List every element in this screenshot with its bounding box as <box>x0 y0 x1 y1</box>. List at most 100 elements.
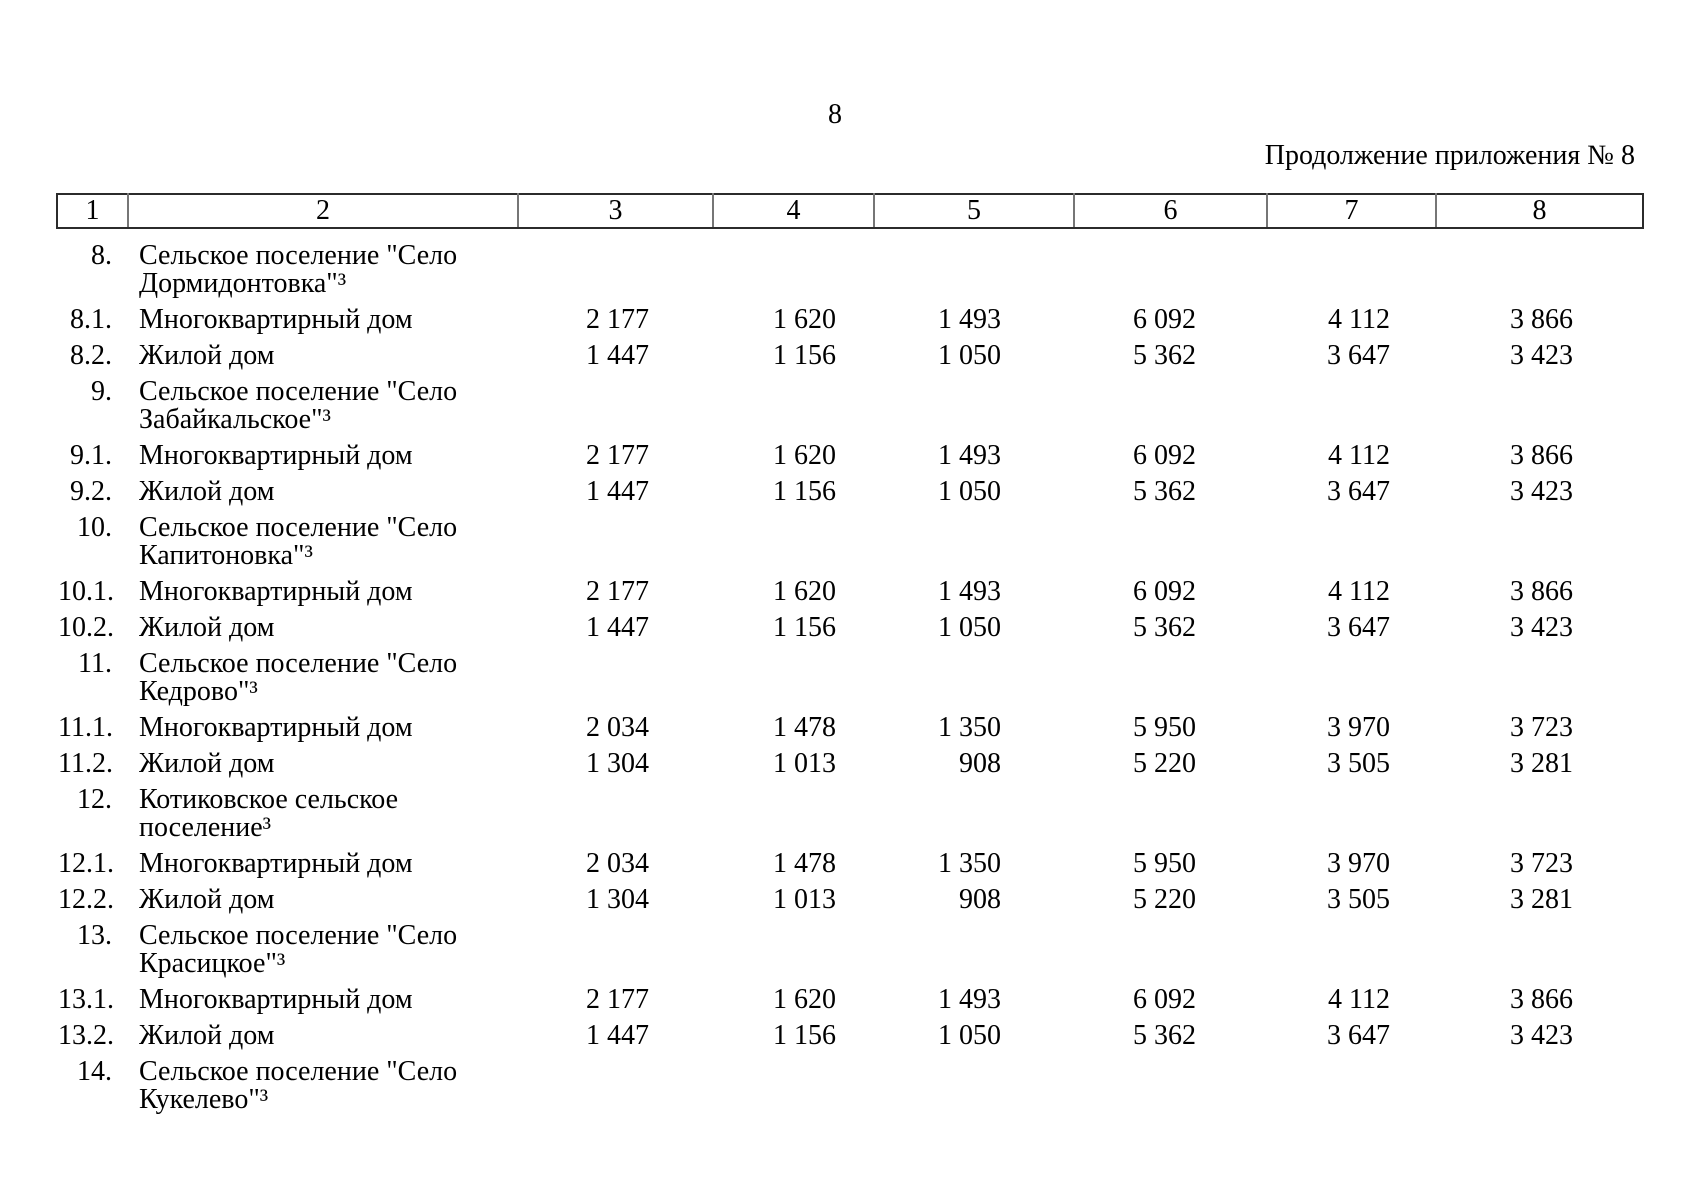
row-number-cell: 11. <box>78 648 112 679</box>
row-number-cell: 11.2. <box>58 748 113 779</box>
settlement-name-cell: Сельское поселение "Село Дормидонтовка"³ <box>139 240 458 299</box>
table-row: 13. Сельское поселение "Село Красицкое"³ <box>57 918 1643 982</box>
settlement-name-cell: Сельское поселение "Село Забайкальское"³ <box>139 376 458 435</box>
value-cell <box>1436 918 1643 982</box>
value-cell <box>518 646 713 710</box>
page-number: 8 <box>828 99 842 130</box>
table-row: 8.1. Многоквартирный дом 2 177 1 620 1 493 6 … <box>57 302 1643 338</box>
row-number-cell: 8. <box>91 240 112 271</box>
value-cell: 1 013 <box>773 748 836 779</box>
value-cell <box>1074 374 1267 438</box>
value-cell: 6 092 <box>1133 984 1196 1015</box>
housing-type-cell: Многоквартирный дом <box>139 304 413 335</box>
settlement-name-cell: Сельское поселение "Село Кедрово"³ <box>139 648 458 707</box>
row-number-cell: 10. <box>77 512 112 543</box>
table-row: 8.2. Жилой дом 1 447 1 156 1 050 5 362 3 647 3 … <box>57 338 1643 374</box>
table-row: 11.1. Многоквартирный дом 2 034 1 478 1 350 5… <box>57 710 1643 746</box>
value-cell: 3 423 <box>1510 340 1573 371</box>
value-cell <box>874 228 1074 302</box>
value-cell: 1 620 <box>773 984 836 1015</box>
value-cell: 1 156 <box>773 340 836 371</box>
housing-type-cell: Жилой дом <box>139 748 275 779</box>
value-cell: 908 <box>959 748 1001 779</box>
value-cell: 908 <box>959 884 1001 915</box>
value-cell: 5 362 <box>1133 476 1196 507</box>
value-cell: 1 493 <box>938 304 1001 335</box>
value-cell: 3 647 <box>1327 476 1390 507</box>
value-cell <box>874 918 1074 982</box>
value-cell <box>713 1054 874 1118</box>
column-header: 7 <box>1266 193 1437 229</box>
value-cell: 1 156 <box>773 476 836 507</box>
value-cell: 3 970 <box>1327 712 1390 743</box>
value-cell <box>1436 646 1643 710</box>
value-cell: 3 723 <box>1510 848 1573 879</box>
value-cell: 4 112 <box>1328 304 1390 335</box>
value-cell <box>518 510 713 574</box>
column-header: 6 <box>1073 193 1268 229</box>
value-cell: 2 177 <box>586 304 649 335</box>
housing-type-cell: Многоквартирный дом <box>139 848 413 879</box>
value-cell: 1 447 <box>586 476 649 507</box>
value-cell: 5 950 <box>1133 848 1196 879</box>
value-cell: 2 034 <box>586 712 649 743</box>
table-row: 8. Сельское поселение "Село Дормидонтовка… <box>57 228 1643 302</box>
value-cell: 1 350 <box>938 848 1001 879</box>
table-row: 9.1. Многоквартирный дом 2 177 1 620 1 493 6 … <box>57 438 1643 474</box>
value-cell: 1 493 <box>938 576 1001 607</box>
value-cell: 6 092 <box>1133 440 1196 471</box>
value-cell <box>874 782 1074 846</box>
column-header: 3 <box>517 193 714 229</box>
value-cell <box>518 374 713 438</box>
value-cell <box>874 374 1074 438</box>
value-cell: 3 866 <box>1510 440 1573 471</box>
value-cell <box>713 228 874 302</box>
value-cell <box>1436 510 1643 574</box>
row-number-cell: 10.2. <box>58 612 114 643</box>
row-number-cell: 9. <box>91 376 112 407</box>
row-number-cell: 10.1. <box>58 576 114 607</box>
value-cell: 1 447 <box>586 340 649 371</box>
table-row: 12. Котиковское сельское поселение³ <box>57 782 1643 846</box>
settlement-name-cell: Сельское поселение "Село Красицкое"³ <box>139 920 458 979</box>
value-cell: 2 177 <box>586 576 649 607</box>
table-row: 14. Сельское поселение "Село Кукелево"³ <box>57 1054 1643 1118</box>
value-cell: 1 478 <box>773 848 836 879</box>
row-number-cell: 13. <box>77 920 112 951</box>
value-cell: 1 050 <box>938 476 1001 507</box>
value-cell <box>1267 782 1436 846</box>
value-cell: 3 281 <box>1510 884 1573 915</box>
value-cell <box>1436 1054 1643 1118</box>
value-cell <box>713 510 874 574</box>
value-cell: 3 866 <box>1510 576 1573 607</box>
value-cell: 1 050 <box>938 1020 1001 1051</box>
value-cell: 5 362 <box>1133 612 1196 643</box>
value-cell <box>1436 374 1643 438</box>
value-cell: 1 013 <box>773 884 836 915</box>
housing-type-cell: Жилой дом <box>139 476 275 507</box>
column-header: 4 <box>712 193 875 229</box>
value-cell: 3 423 <box>1510 612 1573 643</box>
appendix-table: 1 2 3 4 5 6 7 8 8. Сельское поселение "Се… <box>56 193 1644 1118</box>
value-cell: 1 620 <box>773 304 836 335</box>
value-cell <box>1436 228 1643 302</box>
value-cell <box>1267 1054 1436 1118</box>
value-cell: 2 177 <box>586 984 649 1015</box>
table-row: 13.2. Жилой дом 1 447 1 156 1 050 5 362 3 647 3… <box>57 1018 1643 1054</box>
column-header: 1 <box>56 193 129 229</box>
value-cell: 1 304 <box>586 884 649 915</box>
row-number-cell: 13.1. <box>58 984 114 1015</box>
value-cell <box>1267 510 1436 574</box>
value-cell: 1 478 <box>773 712 836 743</box>
table-row: 10.2. Жилой дом 1 447 1 156 1 050 5 362 3 647 3… <box>57 610 1643 646</box>
housing-type-cell: Жилой дом <box>139 612 275 643</box>
housing-type-cell: Жилой дом <box>139 1020 275 1051</box>
value-cell: 5 362 <box>1133 1020 1196 1051</box>
value-cell <box>1074 782 1267 846</box>
value-cell: 1 447 <box>586 612 649 643</box>
table-row: 11. Сельское поселение "Село Кедрово"³ <box>57 646 1643 710</box>
continuation-note: Продолжение приложения № 8 <box>1264 140 1635 171</box>
value-cell: 3 866 <box>1510 984 1573 1015</box>
value-cell: 5 950 <box>1133 712 1196 743</box>
